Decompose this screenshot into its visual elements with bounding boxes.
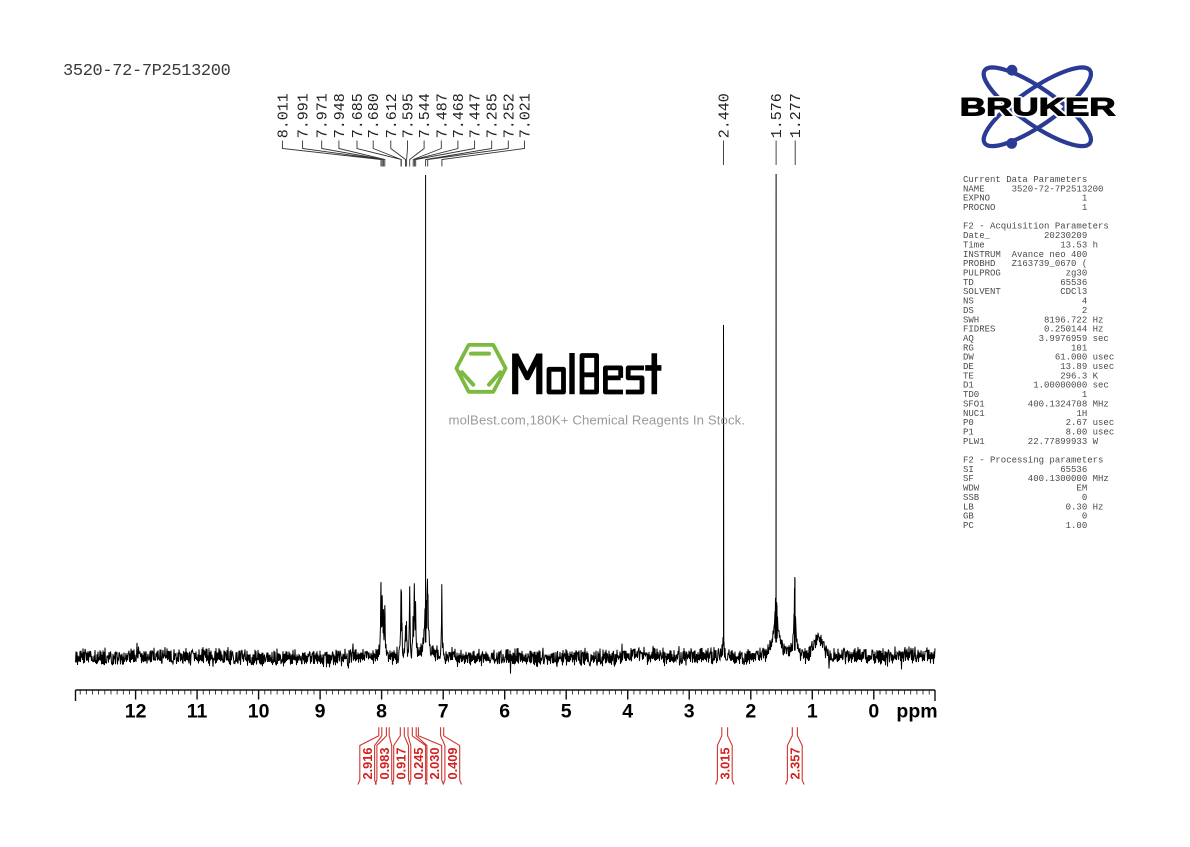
svg-text:SOLVENT CDCl3: SOLVENT CDCl3 — [963, 287, 1087, 297]
svg-text:TD 65536: TD 65536 — [963, 278, 1087, 288]
svg-text:NUC1 1H: NUC1 1H — [963, 409, 1087, 419]
svg-text:12: 12 — [125, 701, 147, 723]
svg-text:P1 8.00 usec: P1 8.00 usec — [963, 428, 1114, 438]
svg-text:3520-72-7P2513200: 3520-72-7P2513200 — [63, 62, 231, 81]
svg-text:1: 1 — [807, 701, 818, 723]
svg-text:7.612: 7.612 — [384, 93, 401, 138]
svg-text:8.011: 8.011 — [275, 93, 292, 138]
svg-text:GB 0: GB 0 — [963, 512, 1087, 522]
svg-text:7.595: 7.595 — [401, 93, 418, 138]
svg-text:TD0 1: TD0 1 — [963, 390, 1087, 400]
svg-text:7.252: 7.252 — [501, 93, 518, 138]
svg-text:7.468: 7.468 — [451, 93, 468, 138]
svg-text:PLW1 22.77899933 W: PLW1 22.77899933 W — [963, 437, 1099, 447]
svg-text:PROCNO 1: PROCNO 1 — [963, 203, 1087, 213]
svg-text:1.576: 1.576 — [769, 93, 786, 138]
svg-text:7.685: 7.685 — [350, 93, 367, 138]
svg-text:Date_ 20230209: Date_ 20230209 — [963, 231, 1087, 241]
svg-text:0.983: 0.983 — [377, 747, 392, 779]
svg-text:7.971: 7.971 — [315, 93, 332, 138]
svg-text:2.916: 2.916 — [360, 747, 375, 779]
svg-text:9: 9 — [315, 701, 326, 723]
svg-text:2: 2 — [745, 701, 756, 723]
svg-text:7.948: 7.948 — [332, 93, 349, 138]
svg-text:P0 2.67 usec: P0 2.67 usec — [963, 418, 1114, 428]
svg-text:F2 - Acquisition Parameters: F2 - Acquisition Parameters — [963, 222, 1109, 232]
svg-text:TE 296.3 K: TE 296.3 K — [963, 371, 1099, 381]
svg-text:10: 10 — [248, 701, 270, 723]
svg-text:2.357: 2.357 — [787, 747, 802, 779]
svg-text:DE 13.89 usec: DE 13.89 usec — [963, 362, 1114, 372]
svg-text:3: 3 — [684, 701, 695, 723]
svg-text:ppm: ppm — [896, 701, 937, 723]
svg-text:6: 6 — [499, 701, 510, 723]
svg-text:SWH 8196.722 Hz: SWH 8196.722 Hz — [963, 315, 1103, 325]
svg-text:8: 8 — [376, 701, 387, 723]
svg-text:LB 0.30 Hz: LB 0.30 Hz — [963, 502, 1103, 512]
svg-text:molBest.com,180K+ Chemical Rea: molBest.com,180K+ Chemical Reagents In S… — [449, 413, 746, 428]
svg-text:Time 13.53 h: Time 13.53 h — [963, 240, 1098, 250]
svg-text:7.680: 7.680 — [366, 93, 383, 138]
svg-text:2.030: 2.030 — [427, 747, 442, 779]
svg-text:D1 1.00000000 sec: D1 1.00000000 sec — [963, 381, 1109, 391]
svg-text:NAME 3520-72-7P2513200: NAME 3520-72-7P2513200 — [963, 184, 1103, 194]
svg-text:7.447: 7.447 — [468, 93, 485, 138]
svg-text:7.285: 7.285 — [485, 93, 502, 138]
svg-text:7: 7 — [438, 701, 449, 723]
svg-text:PROBHD Z163739_0670 (: PROBHD Z163739_0670 ( — [963, 259, 1087, 269]
svg-text:0.245: 0.245 — [411, 747, 426, 779]
svg-text:0.409: 0.409 — [445, 747, 460, 779]
svg-text:PULPROG zg30: PULPROG zg30 — [963, 269, 1087, 279]
svg-text:RG 101: RG 101 — [963, 343, 1087, 353]
svg-text:1.277: 1.277 — [788, 93, 805, 138]
svg-text:SI 65536: SI 65536 — [963, 465, 1087, 475]
svg-text:AQ 3.9976959 sec: AQ 3.9976959 sec — [963, 334, 1109, 344]
svg-text:7.544: 7.544 — [417, 93, 434, 138]
svg-text:DS 2: DS 2 — [963, 306, 1087, 316]
svg-text:4: 4 — [622, 701, 633, 723]
svg-text:BRUKER: BRUKER — [960, 94, 1116, 121]
svg-text:SF 400.1300000 MHz: SF 400.1300000 MHz — [963, 474, 1109, 484]
svg-text:NS 4: NS 4 — [963, 297, 1087, 307]
svg-text:EXPNO 1: EXPNO 1 — [963, 194, 1087, 204]
svg-text:FIDRES 0.250144 Hz: FIDRES 0.250144 Hz — [963, 325, 1103, 335]
svg-text:0: 0 — [868, 701, 879, 723]
svg-text:INSTRUM Avance neo 400: INSTRUM Avance neo 400 — [963, 250, 1087, 260]
svg-text:WDW EM: WDW EM — [963, 484, 1087, 494]
svg-text:Current Data Parameters: Current Data Parameters — [963, 175, 1087, 185]
svg-text:5: 5 — [561, 701, 572, 723]
svg-text:SSB 0: SSB 0 — [963, 493, 1087, 503]
svg-text:PC 1.00: PC 1.00 — [963, 521, 1087, 531]
svg-text:0.917: 0.917 — [394, 747, 409, 779]
svg-text:7.021: 7.021 — [518, 93, 535, 138]
svg-text:SFO1 400.1324708 MHz: SFO1 400.1324708 MHz — [963, 399, 1109, 409]
svg-text:F2 - Processing parameters: F2 - Processing parameters — [963, 456, 1103, 466]
svg-text:11: 11 — [187, 701, 208, 723]
svg-text:BRUKER: BRUKER — [960, 94, 1116, 121]
svg-text:2.440: 2.440 — [717, 93, 734, 138]
svg-text:3.015: 3.015 — [717, 747, 732, 779]
svg-text:7.991: 7.991 — [296, 93, 313, 138]
svg-text:7.487: 7.487 — [434, 93, 451, 138]
svg-text:DW 61.000 usec: DW 61.000 usec — [963, 353, 1114, 363]
